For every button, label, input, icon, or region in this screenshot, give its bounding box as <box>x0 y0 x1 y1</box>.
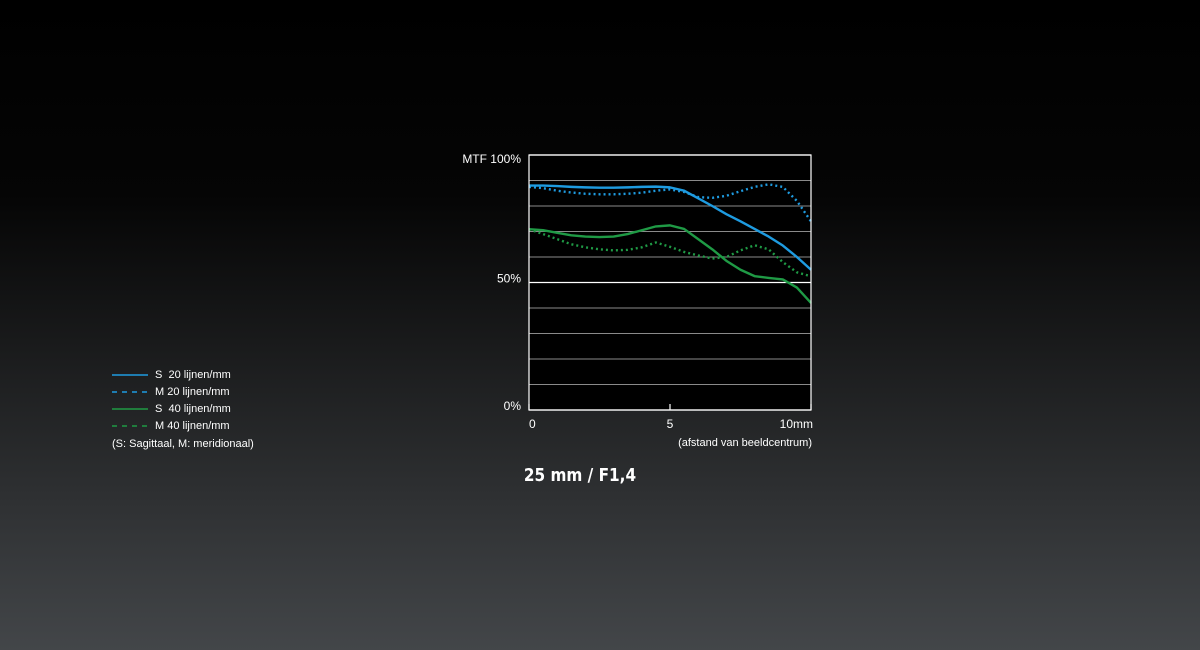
legend-label: S 40 lijnen/mm <box>155 403 231 415</box>
chart-title: 25 mm / F1,4 <box>524 464 636 486</box>
series-line <box>528 224 812 304</box>
x-tick-label: 10mm <box>780 417 813 431</box>
x-axis-label: (afstand van beeldcentrum) <box>678 437 812 449</box>
legend-label: S 20 lijnen/mm <box>155 369 231 381</box>
series-line <box>528 228 812 278</box>
legend-label: M 40 lijnen/mm <box>155 420 230 432</box>
series-line <box>528 183 812 222</box>
x-tick-label: 0 <box>529 417 536 431</box>
y-tick-label: MTF 100% <box>462 152 521 166</box>
x-tick-label: 5 <box>667 417 674 431</box>
y-tick-label: 50% <box>497 272 521 286</box>
series-line <box>529 184 812 271</box>
y-tick-label: 0% <box>504 399 522 413</box>
legend-note: (S: Sagittaal, M: meridionaal) <box>112 438 254 450</box>
legend-label: M 20 lijnen/mm <box>155 386 230 398</box>
